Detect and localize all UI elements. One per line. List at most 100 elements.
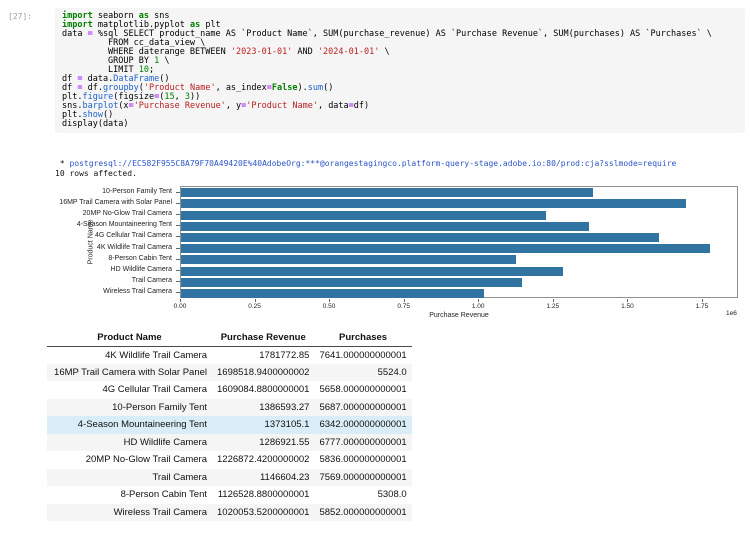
x-tick-label: 1.50 [621,303,634,310]
x-tick-mark [180,299,181,302]
code-token: = [77,83,83,93]
x-tick-label: 1.00 [471,303,485,310]
code-token: DataFrame [113,74,160,84]
code-token: barplot [82,101,119,111]
code-token: data [62,29,88,39]
x-tick-label: 0.50 [322,303,336,310]
y-tick-mark [176,236,180,238]
code-token: df. [82,83,103,93]
bar [181,199,686,209]
code-line: import seaborn as sns [62,12,738,21]
code-token: , data [317,101,349,111]
code-token: display(data) [62,119,129,129]
table-cell: 6777.000000000001 [319,436,407,448]
x-tick-label: 1.25 [546,303,560,310]
table-row: Trail Camera 1146604.23 7569.000000000001 [47,468,412,486]
x-tick-mark [254,299,256,302]
code-token: 10 [138,65,150,75]
code-token: '2024-01-01' [317,47,380,57]
code-token: as [138,11,150,21]
code-line: LIMIT 10; [62,66,738,75]
code-token: () [323,83,334,93]
y-tick-label: 8-Person Cabin Tent [108,254,172,262]
y-tick-label: 16MP Trail Camera with Solar Panel [59,198,172,206]
x-tick-mark [552,299,554,302]
code-token: ( [159,92,165,102]
table-cell: 1146604.23 [259,471,310,483]
code-token: () [102,110,114,120]
table-cell: 8-Person Cabin Tent [120,489,207,501]
code-token: = [266,83,272,93]
y-tick-mark [176,247,180,249]
column-header: Product Name [47,329,212,347]
table-cell: Wireless Trail Camera [113,506,207,518]
code-editor[interactable]: import seaborn as sns import matplotlib.p… [55,8,745,133]
code-token: groupby [102,83,139,93]
table-cell: 5658.000000000001 [319,384,407,396]
connection-prefix: * [55,159,70,168]
code-token: df [62,74,78,84]
y-tick-label: 4K Wildlife Trail Camera [96,243,172,251]
table-cell: 1781772.85 [259,349,310,361]
code-token: ( [138,83,144,93]
y-tick-label: Trail Camera [131,277,172,285]
code-token: 3 [184,92,191,102]
table-row: Wireless Trail Camera 1020053.5200000001 5… [47,503,412,521]
y-tick-mark [176,191,180,193]
code-token: = [87,29,93,39]
axis-offset-label: 1e6 [726,310,737,317]
table-row: 10-Person Family Tent 1386593.27 5687.0000… [47,398,412,416]
x-tick-mark [329,299,331,302]
code-token: seaborn [92,11,139,21]
code-token: sns. [62,101,83,111]
y-tick-mark [176,292,180,294]
code-line: sns.barplot(x='Purchase Revenue', y='Pro… [62,102,738,111]
table-cell: 4G Cellular Trail Camera [102,384,207,396]
bar [181,244,711,254]
y-tick-label: HD Wildlife Camera [110,266,172,273]
table-cell: 6342.000000000001 [319,419,407,431]
table-cell: 4K Wildlife Trail Camera [105,349,207,361]
table-cell: 5308.0 [377,489,407,501]
y-tick-mark [176,214,180,215]
code-line: data = %sql SELECT product_name AS `Prod… [62,30,738,39]
code-line: WHERE daterange BETWEEN '2023-01-01' AND… [62,48,738,57]
code-token: AND [292,47,318,57]
table-cell: 1373105.1 [264,419,310,431]
x-axis-title: Purchase Revenue [429,312,489,319]
x-tick-label: 0.25 [248,303,261,310]
code-token: = [77,74,83,84]
bar [181,221,590,231]
code-line: FROM cc_data_view \ [62,39,738,48]
table-cell: 7569.000000000001 [319,471,407,483]
x-tick-mark [627,299,629,302]
y-tick-label: Wireless Trail Camera [103,288,172,296]
x-tick-label: 1.75 [695,303,709,310]
y-tick-mark [176,202,180,204]
code-token: plt. [62,110,83,120]
code-token: FROM cc_data_view \ [62,38,206,48]
x-tick-label: 0.75 [397,303,411,310]
code-line: df = df.groupby('Product Name', as_index… [62,84,738,93]
code-token: %sql SELECT product_name AS `Product Nam… [92,29,712,39]
x-tick-label: 0.00 [173,303,187,310]
plot-area [180,186,738,298]
cell-prompt: [27]: [8,12,33,21]
table-head-row: Product Name Purchase Revenue Purchases [47,329,412,347]
code-token: figure [82,92,114,102]
table-cell: 1020053.5200000001 [217,506,310,518]
table-cell: 10-Person Family Tent [112,401,207,413]
code-token: (figsize [113,92,155,102]
x-tick-mark [403,299,405,302]
table-cell: 1126528.8800000001 [217,489,310,501]
code-token: ). [297,83,308,93]
code-token: ; [149,65,155,75]
y-tick-mark [176,225,180,227]
code-line: plt.show() [62,111,738,120]
y-tick-label: 10-Person Family Tent [102,187,172,195]
code-token: \ [379,47,390,57]
code-token: as [189,20,201,30]
sql-connection-line: * postgresql://EC582F955C8A79F70A49420E%… [55,159,677,169]
table-cell: 1226872.4200000002 [217,454,310,466]
